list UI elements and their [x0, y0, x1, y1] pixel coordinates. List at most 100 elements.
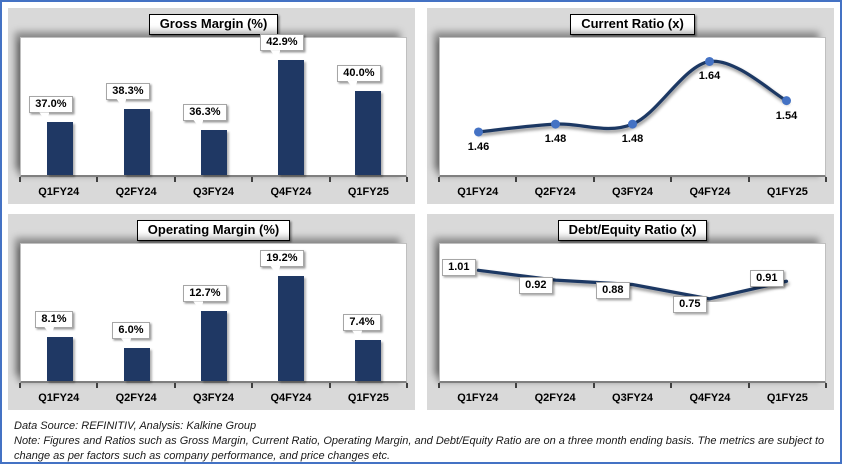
callout-pointer [193, 301, 204, 312]
plot-area-operating-margin: 8.1% 6.0% 12.7% 19.2% 7.4% [20, 243, 407, 383]
axis-tick [173, 177, 176, 182]
data-label-callout: 38.3% [106, 82, 150, 109]
bar-Q1FY25 [354, 90, 381, 175]
bar-Q2FY24 [123, 348, 150, 381]
axis-tick [328, 383, 331, 388]
x-axis-label: Q4FY24 [270, 186, 312, 198]
x-axis-label: Q2FY24 [534, 392, 576, 404]
bar-Q4FY24 [277, 60, 304, 175]
x-axis-label: Q1FY24 [38, 392, 80, 404]
axis-tick [592, 177, 595, 182]
chart-title-wrap: Operating Margin (%) [20, 218, 407, 243]
x-axis-label: Q1FY25 [766, 186, 808, 198]
x-axis-label: Q2FY24 [115, 186, 157, 198]
x-axis-labels: Q1FY24 Q2FY24 Q3FY24 Q4FY24 Q1FY25 [439, 388, 826, 408]
chart-title-wrap: Current Ratio (x) [439, 12, 826, 37]
x-axis-label: Q1FY25 [347, 392, 389, 404]
axis-tick [251, 177, 254, 182]
callout-pointer [44, 326, 55, 337]
data-label-callout: 40.0% [337, 64, 381, 91]
callout-pointer [193, 119, 204, 130]
x-axis-labels: Q1FY24 Q2FY24 Q3FY24 Q4FY24 Q1FY25 [439, 182, 826, 202]
bar-Q4FY24 [277, 275, 304, 381]
x-axis-ticks [19, 177, 408, 182]
x-axis-label: Q3FY24 [612, 186, 653, 198]
bar-Q3FY24 [200, 311, 227, 381]
data-label: 1.48 [621, 133, 644, 146]
chart-panel-gross-margin: Gross Margin (%) 37.0% 38.3% 36.3% 42.9% 40.… [8, 8, 415, 204]
chart-panel-debt-equity: Debt/Equity Ratio (x) 1.01 0.92 0.88 0.75 0.… [427, 214, 834, 410]
data-point-marker [474, 127, 483, 137]
axis-tick [438, 177, 440, 182]
bar-Q1FY25 [354, 340, 381, 381]
axis-tick [670, 177, 673, 182]
axis-tick [328, 177, 331, 182]
line-series [474, 56, 791, 137]
x-axis-label: Q4FY24 [689, 392, 731, 404]
callout-pointer [347, 80, 358, 91]
axis-tick [592, 383, 595, 388]
chart-title-wrap: Gross Margin (%) [20, 12, 407, 37]
data-point-marker [705, 56, 714, 66]
x-axis-label: Q3FY24 [193, 186, 234, 198]
chart-title-current-ratio: Current Ratio (x) [570, 14, 695, 35]
callout-pointer [270, 50, 281, 61]
axis-tick [825, 383, 827, 388]
footer: Data Source: REFINITIV, Analysis: Kalkin… [8, 410, 834, 462]
axis-tick [747, 177, 750, 182]
bar-Q3FY24 [200, 129, 227, 175]
x-axis-label: Q1FY25 [347, 186, 389, 198]
callout-pointer [39, 112, 50, 123]
data-label: 1.48 [544, 133, 567, 146]
axis-tick [406, 383, 408, 388]
x-axis-labels: Q1FY24 Q2FY24 Q3FY24 Q4FY24 Q1FY25 [20, 182, 407, 202]
figure-grid: Gross Margin (%) 37.0% 38.3% 36.3% 42.9% 40.… [8, 8, 834, 410]
callout-pointer [352, 330, 363, 341]
axis-tick [173, 383, 176, 388]
data-label-callout: 6.0% [112, 322, 150, 349]
chart-panel-operating-margin: Operating Margin (%) 8.1% 6.0% 12.7% 19.2% 7… [8, 214, 415, 410]
x-axis-label: Q1FY25 [766, 392, 808, 404]
footer-source: Data Source: REFINITIV, Analysis: Kalkin… [14, 420, 257, 432]
axis-tick [670, 383, 673, 388]
bar-Q1FY24 [46, 336, 73, 381]
data-label-box: 0.92 [519, 277, 553, 295]
x-axis-ticks [438, 383, 827, 388]
plot-area-current-ratio: 1.46 1.48 1.48 1.64 1.54 [439, 37, 826, 177]
axis-tick [438, 383, 440, 388]
plot-area-debt-equity: 1.01 0.92 0.88 0.75 0.91 [439, 243, 826, 383]
callout-pointer [270, 265, 281, 276]
data-label-callout: 7.4% [343, 314, 381, 341]
data-point-marker [551, 119, 560, 129]
bar-Q1FY24 [46, 122, 73, 175]
axis-tick [96, 177, 99, 182]
data-label: 1.64 [698, 70, 721, 83]
data-label-box: 0.91 [750, 270, 784, 288]
data-label-callout: 36.3% [183, 103, 227, 130]
axis-tick [96, 383, 99, 388]
callout-pointer [116, 98, 127, 109]
bar-Q2FY24 [123, 108, 150, 175]
x-axis-label: Q3FY24 [193, 392, 234, 404]
x-axis-labels: Q1FY24 Q2FY24 Q3FY24 Q4FY24 Q1FY25 [20, 388, 407, 408]
data-label-box: 1.01 [442, 259, 476, 277]
footer-note: Note: Figures and Ratios such as Gross M… [14, 435, 825, 462]
x-axis-label: Q4FY24 [689, 186, 731, 198]
data-point-marker [628, 119, 637, 129]
data-point-marker [782, 96, 791, 106]
axis-tick [515, 383, 518, 388]
axis-tick [406, 177, 408, 182]
chart-title-debt-equity: Debt/Equity Ratio (x) [557, 220, 708, 241]
data-label-callout: 42.9% [260, 34, 304, 61]
x-axis-ticks [438, 177, 827, 182]
data-label-callout: 37.0% [29, 96, 73, 123]
x-axis-label: Q2FY24 [115, 392, 157, 404]
x-axis-label: Q4FY24 [270, 392, 312, 404]
axis-tick [515, 177, 518, 182]
data-label-callout: 19.2% [260, 249, 304, 276]
chart-title-wrap: Debt/Equity Ratio (x) [439, 218, 826, 243]
x-axis-ticks [19, 383, 408, 388]
x-axis-label: Q2FY24 [534, 186, 576, 198]
data-label-box: 0.75 [673, 295, 707, 313]
